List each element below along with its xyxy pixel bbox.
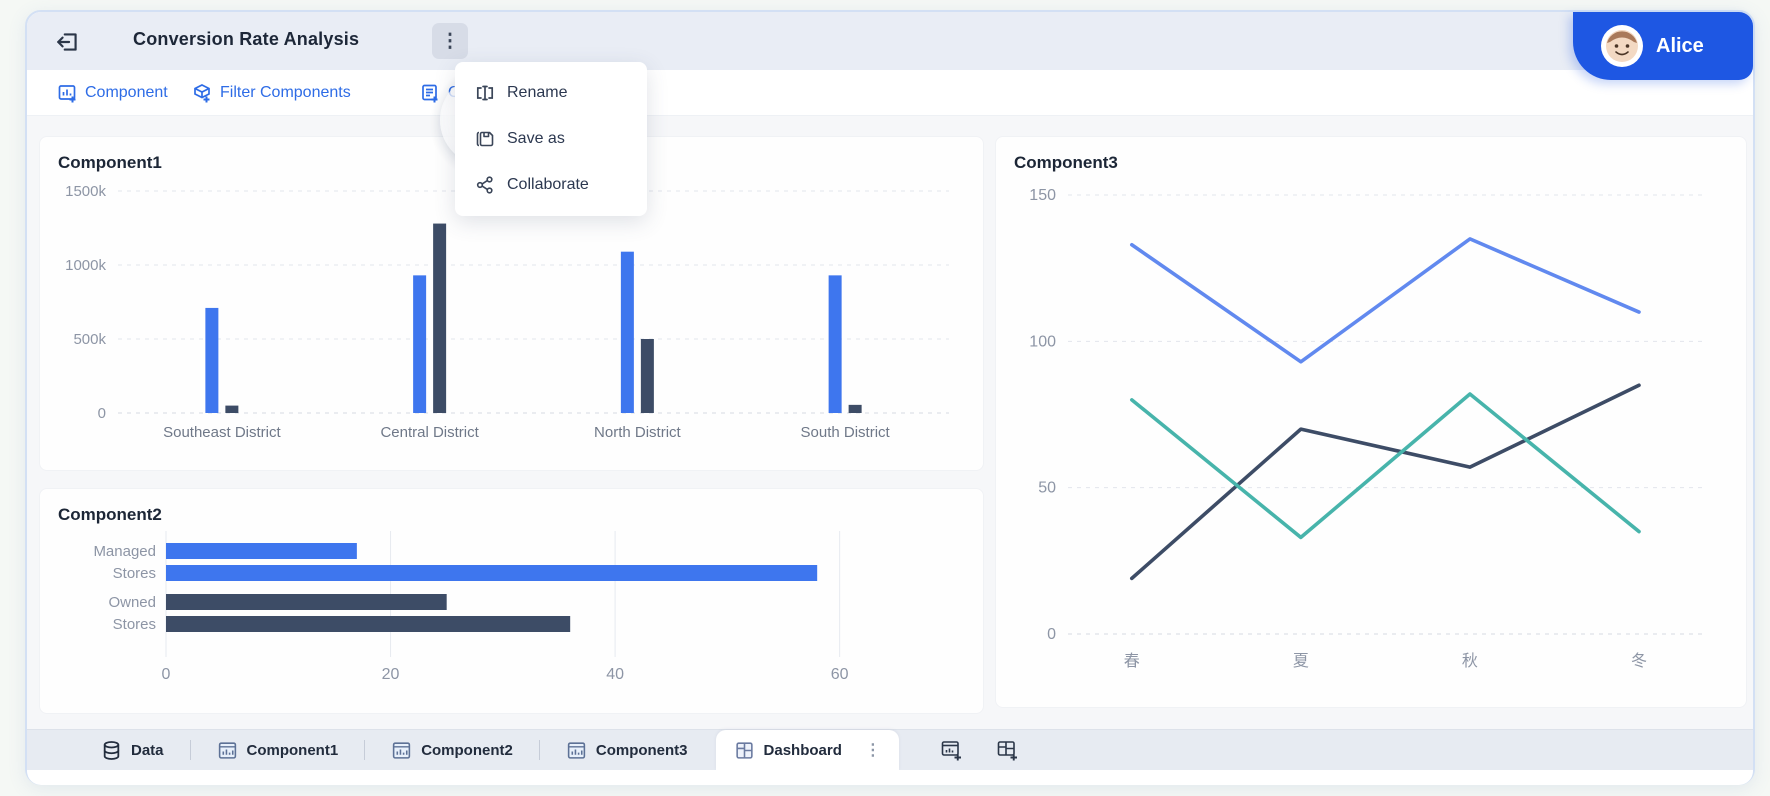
svg-text:Stores: Stores bbox=[113, 565, 156, 582]
add-chart-sheet-button[interactable] bbox=[939, 738, 963, 762]
component2-title: Component2 bbox=[58, 505, 162, 524]
toolbar-item-label: Filter Components bbox=[220, 84, 351, 101]
component1-bar-chart: 0 500k 1000k 1500k Southeast District Central… bbox=[58, 177, 965, 449]
component3-card[interactable]: Component3 0 50 100 150 春 夏 秋 冬 bbox=[995, 136, 1747, 708]
svg-text:1500k: 1500k bbox=[65, 183, 106, 200]
app-window: Conversion Rate Analysis ⋮ Alice Compon bbox=[25, 10, 1755, 785]
component1-title: Component1 bbox=[58, 153, 162, 172]
tab-separator bbox=[538, 740, 540, 760]
toolbar-item-filter-components[interactable]: Filter Components bbox=[192, 70, 351, 116]
sheet-tab-bar: Data Component1 Component2 bbox=[27, 729, 1753, 771]
tab-dashboard[interactable]: Dashboard ⋮ bbox=[715, 729, 899, 771]
menu-item-save-as[interactable]: Save as bbox=[455, 116, 647, 162]
tab-label: Component2 bbox=[421, 741, 513, 759]
svg-text:South District: South District bbox=[801, 424, 891, 441]
svg-text:150: 150 bbox=[1029, 187, 1056, 204]
svg-text:1000k: 1000k bbox=[65, 257, 106, 274]
add-chart-icon bbox=[941, 741, 961, 761]
chart-sheet-icon bbox=[393, 741, 411, 759]
save-as-icon bbox=[476, 131, 494, 147]
svg-text:0: 0 bbox=[162, 666, 171, 683]
toolbar-item-label: Component bbox=[85, 84, 168, 101]
dashboard-grid-icon bbox=[735, 741, 753, 759]
add-filter-icon bbox=[194, 84, 210, 103]
user-name: Alice bbox=[1656, 34, 1704, 57]
add-component-icon bbox=[58, 85, 76, 103]
add-dashboard-sheet-button[interactable] bbox=[995, 738, 1019, 762]
database-icon bbox=[103, 740, 120, 760]
svg-text:100: 100 bbox=[1029, 333, 1056, 350]
rename-icon bbox=[476, 85, 494, 101]
page-title: Conversion Rate Analysis bbox=[133, 29, 360, 49]
svg-text:春: 春 bbox=[1124, 652, 1140, 670]
add-list-icon bbox=[422, 84, 438, 103]
tab-label: Data bbox=[131, 741, 164, 759]
svg-text:North District: North District bbox=[594, 424, 682, 441]
toolbar-item-component[interactable]: Component bbox=[57, 70, 168, 116]
tab-component1[interactable]: Component1 bbox=[213, 730, 343, 771]
svg-text:Managed: Managed bbox=[93, 543, 156, 560]
svg-text:Southeast District: Southeast District bbox=[163, 424, 281, 441]
svg-text:500k: 500k bbox=[73, 331, 106, 348]
menu-item-label: Collaborate bbox=[507, 176, 589, 193]
tab-separator bbox=[364, 740, 366, 760]
bottom-strip bbox=[27, 770, 1753, 785]
kebab-icon: ⋮ bbox=[440, 30, 460, 52]
dashboard-canvas: Component1 0 500k 1000k 1500k Southeast Dist… bbox=[27, 116, 1753, 729]
chart-sheet-icon bbox=[218, 741, 236, 759]
user-badge[interactable]: Alice bbox=[1573, 12, 1753, 80]
exit-back-icon bbox=[57, 33, 77, 51]
more-menu-button[interactable]: ⋮ bbox=[432, 23, 468, 59]
toolbar: Component Filter Components Ot bbox=[27, 70, 1753, 116]
svg-text:40: 40 bbox=[606, 666, 624, 683]
svg-text:20: 20 bbox=[382, 666, 400, 683]
component3-title: Component3 bbox=[1014, 153, 1118, 172]
svg-text:0: 0 bbox=[98, 405, 106, 422]
menu-item-collaborate[interactable]: Collaborate bbox=[455, 162, 647, 208]
svg-text:0: 0 bbox=[1047, 626, 1056, 643]
component3-line-chart: 0 50 100 150 春 夏 秋 冬 bbox=[1014, 177, 1728, 682]
svg-text:60: 60 bbox=[831, 666, 849, 683]
tab-component3[interactable]: Component3 bbox=[562, 730, 692, 771]
tab-label: Component3 bbox=[595, 741, 688, 759]
dashboard-tab-menu[interactable]: ⋮ bbox=[864, 742, 881, 759]
avatar bbox=[1601, 25, 1643, 67]
tab-label: Component1 bbox=[246, 741, 339, 759]
top-bar: Conversion Rate Analysis ⋮ bbox=[27, 12, 1753, 70]
menu-item-label: Rename bbox=[507, 84, 568, 101]
menu-item-rename[interactable]: Rename bbox=[455, 70, 647, 116]
context-menu: Rename Save as Collaborate bbox=[455, 62, 647, 216]
svg-text:秋: 秋 bbox=[1462, 652, 1478, 670]
tab-component2[interactable]: Component2 bbox=[387, 730, 517, 771]
tab-separator bbox=[189, 740, 191, 760]
svg-text:Central District: Central District bbox=[380, 424, 479, 441]
svg-text:50: 50 bbox=[1038, 480, 1056, 497]
menu-item-label: Save as bbox=[507, 130, 565, 147]
component2-card[interactable]: Component2 0 20 40 60 Managed Stores Owned Stor… bbox=[39, 488, 984, 714]
tab-data[interactable]: Data bbox=[97, 730, 168, 771]
avatar-face-icon bbox=[1606, 30, 1638, 62]
add-grid-icon bbox=[997, 741, 1017, 761]
chart-sheet-icon bbox=[567, 741, 586, 759]
back-button[interactable] bbox=[55, 29, 81, 55]
component2-hbar-chart: 0 20 40 60 Managed Stores Owned Stores bbox=[58, 527, 965, 687]
svg-text:夏: 夏 bbox=[1293, 653, 1309, 670]
collaborate-share-icon bbox=[476, 176, 493, 194]
svg-text:Owned: Owned bbox=[108, 594, 156, 611]
tab-label: Dashboard bbox=[763, 741, 842, 759]
svg-text:冬: 冬 bbox=[1631, 652, 1647, 670]
svg-text:Stores: Stores bbox=[113, 616, 156, 633]
